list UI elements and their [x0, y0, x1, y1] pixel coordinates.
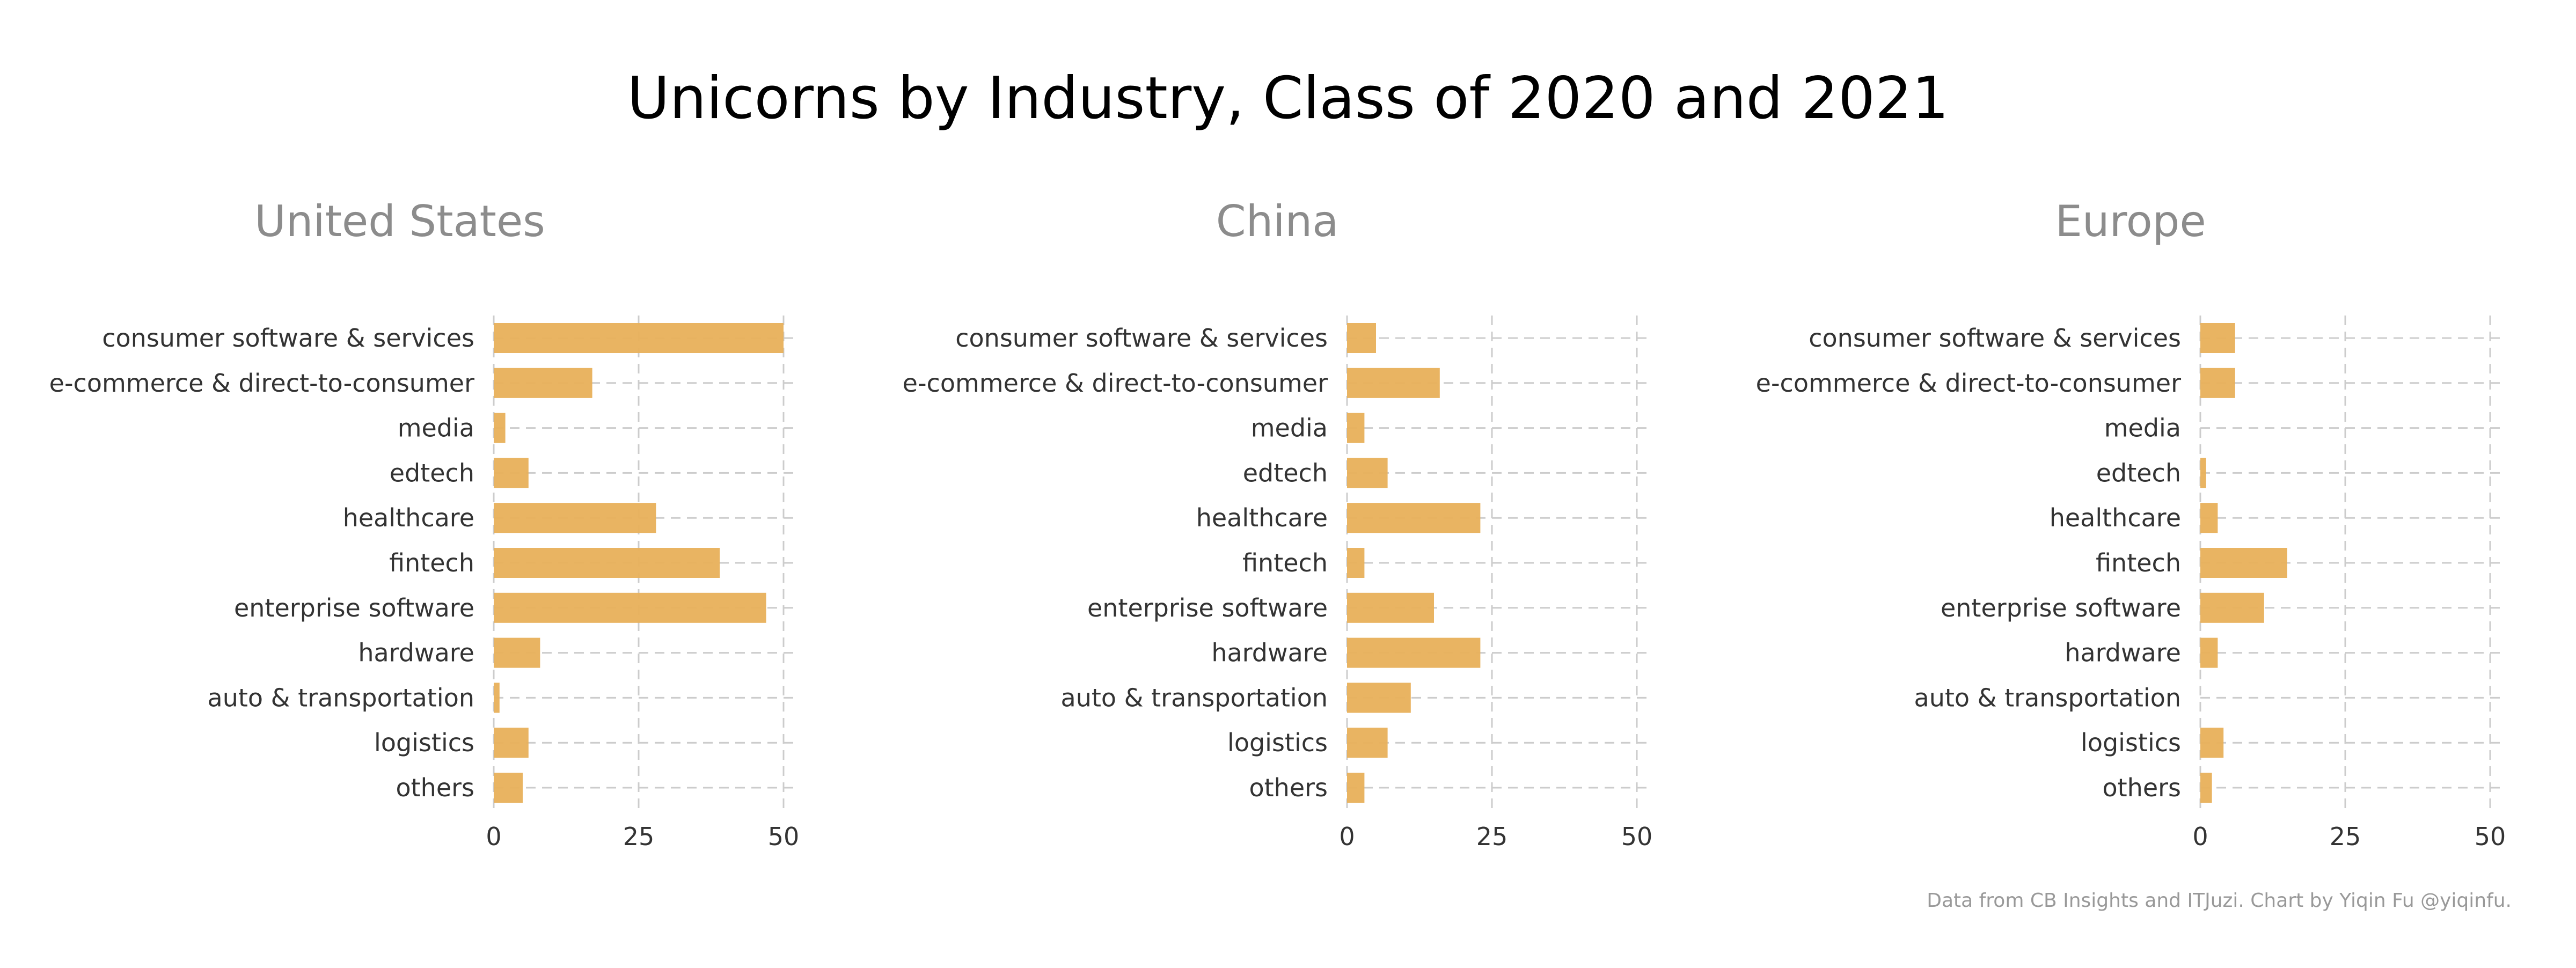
bar [494, 773, 523, 803]
category-label: others [396, 773, 474, 802]
category-label: enterprise software [234, 593, 474, 622]
bar [1347, 413, 1365, 443]
category-label: media [1251, 414, 1328, 443]
bar [494, 323, 784, 353]
category-label: hardware [1211, 639, 1328, 668]
category-label: logistics [2081, 728, 2181, 757]
bar [494, 503, 656, 533]
bar [494, 637, 540, 668]
category-label: hardware [2065, 639, 2181, 668]
bar [2200, 323, 2235, 353]
category-label: edtech [2096, 458, 2181, 487]
category-label: others [1249, 773, 1328, 802]
bar [494, 548, 720, 578]
bar [1347, 503, 1481, 533]
category-label: e-commerce & direct-to-consumer [903, 369, 1328, 398]
bar [2200, 458, 2206, 488]
panel-title: Europe [2055, 196, 2206, 246]
x-tick-label: 50 [1621, 822, 1653, 851]
x-tick-label: 50 [2475, 822, 2506, 851]
bar [1347, 683, 1411, 713]
category-label: e-commerce & direct-to-consumer [49, 369, 474, 398]
category-label: enterprise software [1941, 593, 2181, 622]
category-label: others [2102, 773, 2181, 802]
category-label: auto & transportation [1061, 683, 1328, 712]
x-tick-label: 25 [1476, 822, 1508, 851]
bar [494, 728, 529, 758]
bar [1347, 592, 1434, 623]
category-label: fintech [389, 548, 474, 577]
chart-panels: United States consumer software & service… [49, 196, 2506, 851]
category-label: media [2104, 414, 2181, 443]
chart-panel-europe: Europe consumer software & services e-comm… [1756, 196, 2506, 851]
bar [1347, 548, 1365, 578]
chart-panel-united-states: United States consumer software & service… [49, 196, 800, 851]
category-label: logistics [374, 728, 474, 757]
chart-title: Unicorns by Industry, Class of 2020 and … [627, 65, 1949, 132]
category-label: fintech [1242, 548, 1328, 577]
x-tick-label: 0 [486, 822, 501, 851]
category-label: consumer software & services [102, 324, 474, 353]
category-label: consumer software & services [955, 324, 1328, 353]
x-tick-label: 25 [2330, 822, 2361, 851]
category-label: healthcare [343, 503, 474, 532]
category-label: e-commerce & direct-to-consumer [1756, 369, 2181, 398]
bar [2200, 637, 2218, 668]
bar [2200, 592, 2264, 623]
category-label: media [398, 414, 474, 443]
bar [1347, 637, 1481, 668]
panel-title: United States [254, 196, 545, 246]
bar [494, 458, 529, 488]
category-label: auto & transportation [1914, 683, 2182, 712]
bar [1347, 728, 1388, 758]
category-label: consumer software & services [1809, 324, 2181, 353]
panel-title: China [1216, 196, 1339, 246]
category-label: enterprise software [1087, 593, 1328, 622]
x-tick-label: 50 [768, 822, 800, 851]
category-label: healthcare [1196, 503, 1328, 532]
category-label: auto & transportation [208, 683, 475, 712]
bar [494, 683, 500, 713]
category-label: fintech [2096, 548, 2181, 577]
bar [1347, 773, 1365, 803]
bar [494, 592, 766, 623]
x-tick-label: 0 [1339, 822, 1355, 851]
bar [1347, 323, 1376, 353]
category-label: logistics [1227, 728, 1328, 757]
bar [2200, 368, 2235, 398]
chart-caption: Data from CB Insights and ITJuzi. Chart … [1927, 890, 2512, 912]
category-label: healthcare [2050, 503, 2181, 532]
bar [2200, 728, 2224, 758]
bar [494, 368, 592, 398]
bar [1347, 368, 1440, 398]
x-tick-label: 0 [2192, 822, 2208, 851]
bar [2200, 773, 2212, 803]
chart-panel-china: China consumer software & services e-comme… [903, 196, 1653, 851]
bar [2200, 503, 2218, 533]
category-label: hardware [358, 639, 474, 668]
category-label: edtech [390, 458, 474, 487]
bar [494, 413, 506, 443]
bar [1347, 458, 1388, 488]
bar [2200, 548, 2287, 578]
x-tick-label: 25 [623, 822, 655, 851]
category-label: edtech [1243, 458, 1328, 487]
